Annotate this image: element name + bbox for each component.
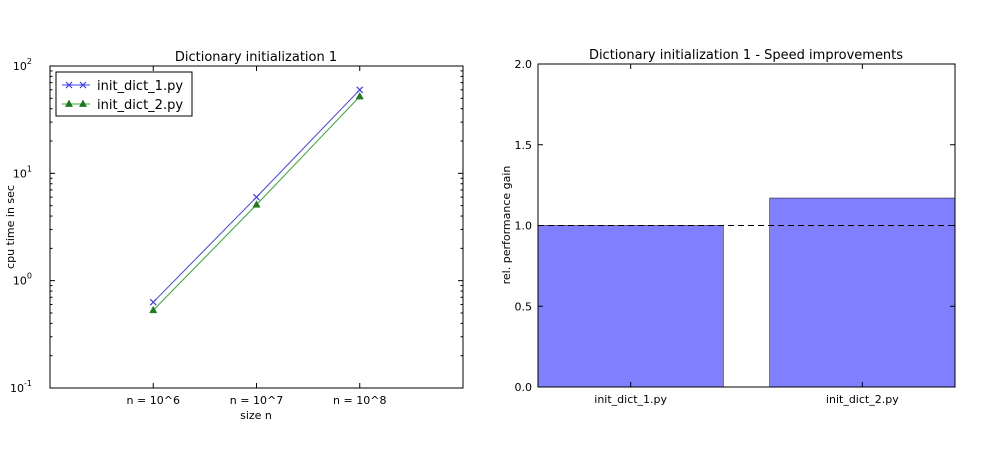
- legend-label: init_dict_1.py: [97, 79, 183, 94]
- y-tick-label: 2.0: [515, 58, 533, 71]
- y-tick-label: 100: [13, 272, 32, 288]
- y-axis-label: rel. performance gain: [500, 166, 513, 285]
- bar-chart: Dictionary initialization 1 - Speed impr…: [500, 48, 956, 406]
- y-tick-exponent: -1: [24, 379, 32, 388]
- x-tick-label: n = 10^7: [230, 394, 283, 407]
- data-point: [355, 91, 364, 100]
- y-tick-exponent: 0: [27, 272, 32, 281]
- series-2: [149, 91, 364, 314]
- bar: [769, 197, 956, 388]
- x-tick-label: n = 10^8: [333, 394, 386, 407]
- line-chart: Dictionary initialization 1 10-110010110…: [4, 50, 464, 422]
- bar-chart-title: Dictionary initialization 1 - Speed impr…: [589, 48, 903, 63]
- y-tick-base: 10: [13, 275, 27, 288]
- data-point: [64, 99, 74, 107]
- x-axis-ticks: n = 10^6 n = 10^7 n = 10^8: [127, 66, 386, 407]
- data-point: [149, 305, 158, 314]
- legend-box: [55, 71, 193, 117]
- x-tick-label: init_dict_2.py: [826, 393, 899, 406]
- y-tick-label: 0.5: [515, 300, 533, 313]
- data-point: [78, 99, 88, 107]
- y-axis-label: cpu time in sec: [4, 185, 17, 269]
- series-line: [152, 89, 361, 303]
- y-tick-exponent: 1: [27, 164, 32, 173]
- bars-group: [537, 197, 956, 388]
- y-tick-label: 102: [13, 57, 32, 73]
- y-tick-base: 10: [13, 167, 27, 180]
- data-point: [253, 193, 260, 201]
- y-tick-exponent: 2: [27, 57, 32, 66]
- y-axis-ticks: 0.0 0.5 1.0 1.5 2.0: [515, 58, 955, 394]
- data-point: [65, 81, 73, 89]
- legend-label: init_dict_2.py: [97, 98, 183, 113]
- series-1: [149, 86, 364, 306]
- bar: [537, 225, 724, 388]
- y-tick-label: 1.5: [515, 139, 533, 152]
- line-chart-title: Dictionary initialization 1: [175, 50, 337, 65]
- x-axis-ticks: init_dict_1.py init_dict_2.py: [594, 64, 899, 406]
- data-point: [252, 200, 261, 208]
- y-tick-label: 1.0: [515, 220, 533, 233]
- y-tick-base: 10: [10, 382, 24, 395]
- y-tick-label: 101: [13, 164, 32, 180]
- bar-chart-plot-area: [537, 63, 956, 388]
- data-point: [356, 86, 364, 94]
- legend-item: init_dict_2.py: [62, 98, 183, 113]
- y-tick-label: 0.0: [515, 381, 533, 394]
- x-tick-label: n = 10^6: [127, 394, 180, 407]
- line-chart-plot-area: [49, 65, 464, 389]
- data-point: [149, 298, 157, 306]
- y-tick-label: 10-1: [10, 379, 32, 395]
- x-tick-label: init_dict_1.py: [594, 393, 667, 406]
- legend: init_dict_1.py init_dict_2.py: [55, 71, 193, 117]
- series-group: [149, 86, 364, 314]
- legend-item: init_dict_1.py: [62, 79, 183, 94]
- data-point: [79, 81, 87, 89]
- x-axis-label: size n: [240, 409, 272, 422]
- y-tick-base: 10: [13, 60, 27, 73]
